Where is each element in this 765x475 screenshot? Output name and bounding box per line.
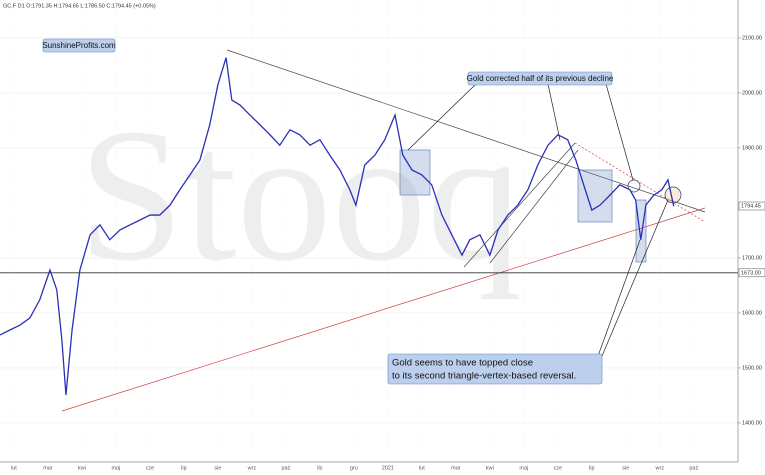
highlight: [577, 169, 613, 223]
brand-box: [42, 38, 116, 53]
connector: [601, 199, 669, 357]
y-tick-label: 1700.00: [742, 255, 762, 261]
x-tick-label: sie: [622, 465, 629, 471]
trend-line: [489, 149, 579, 264]
trend-line: [61, 207, 706, 412]
x-tick-label: lut: [419, 465, 425, 471]
annotation: to its second triangle-vertex-based reve…: [392, 371, 576, 382]
x-tick-label: 2021: [382, 465, 394, 471]
last-price-box: [738, 201, 765, 211]
annotation-box: [467, 71, 613, 86]
circle-marker: [627, 179, 641, 193]
annotation: Gold seems to have topped close: [392, 358, 533, 369]
x-tick-label: paź: [281, 465, 290, 471]
connector: [547, 83, 561, 141]
y-tick-label: 1900.00: [742, 145, 762, 151]
watermark: Stooq: [78, 91, 521, 301]
y-tick-label: 1500.00: [742, 365, 762, 371]
y-tick-label: 1400.00: [742, 420, 762, 426]
brand: SunshineProfits.com: [42, 41, 116, 50]
series-layer: [0, 57, 738, 395]
x-tick-label: kwi: [78, 465, 86, 471]
level-label-box: [738, 268, 765, 278]
x-tick-label: mar: [451, 465, 461, 471]
x-tick-label: lip: [181, 465, 187, 471]
x-tick-label: wrz: [247, 465, 257, 471]
x-tick-label: wrz: [655, 465, 665, 471]
price-line: [0, 57, 675, 395]
x-tick-label: maj: [111, 465, 120, 471]
connector: [605, 83, 634, 181]
x-tick-label: gru: [350, 465, 358, 471]
x-tick-label: sie: [214, 465, 221, 471]
trend-line: [574, 142, 706, 223]
x-tick-label: maj: [519, 465, 528, 471]
y-tick-label: 2000.00: [742, 90, 762, 96]
annotation: Gold corrected half of its previous decl…: [467, 74, 614, 83]
x-tick-label: lis: [317, 465, 322, 471]
annotation-box: [387, 353, 603, 385]
x-tick-label: lut: [11, 465, 17, 471]
connector: [407, 83, 477, 151]
x-tick-label: paź: [689, 465, 698, 471]
highlight: [635, 199, 647, 263]
x-tick-label: kwi: [486, 465, 494, 471]
x-tick-label: cze: [146, 465, 155, 471]
last-price-label: 1794.45: [741, 203, 761, 209]
trend-line: [463, 142, 576, 268]
y-tick-label: 1600.00: [742, 310, 762, 316]
x-tick-label: cze: [554, 465, 563, 471]
trend-line: [226, 49, 706, 213]
x-tick-label: lip: [589, 465, 595, 471]
y-tick-label: 2100.00: [742, 35, 762, 41]
x-tick-label: mar: [43, 465, 53, 471]
header: GC.F D1 O:1791.35 H:1794.65 L:1786.50 C:…: [3, 3, 156, 9]
grid: [0, 0, 738, 462]
level-label: 1673.00: [741, 270, 761, 276]
connector: [597, 239, 641, 357]
